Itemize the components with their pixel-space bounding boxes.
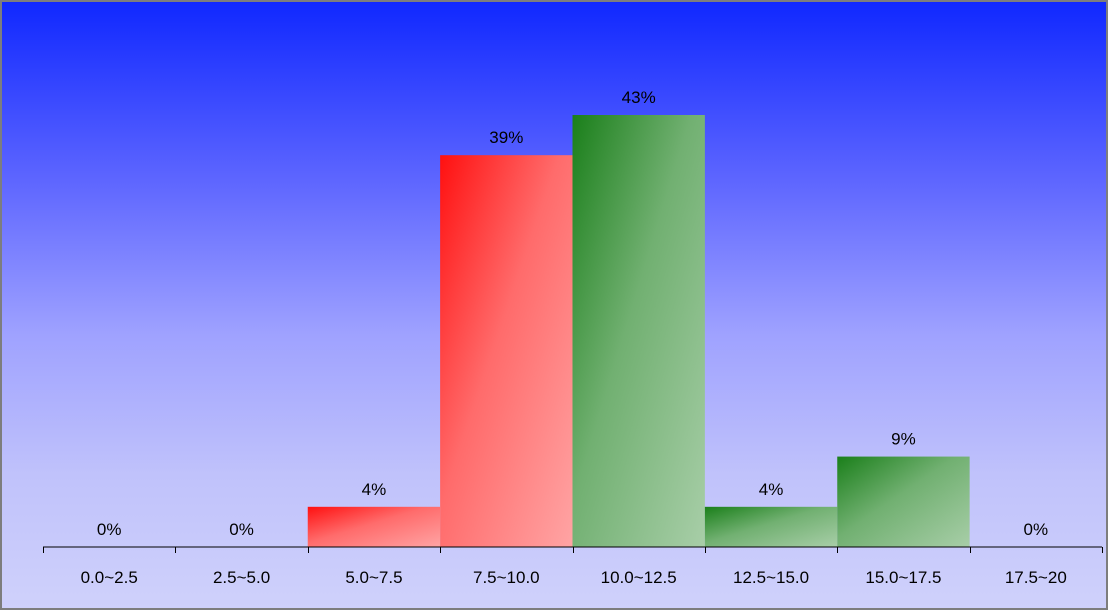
x-tick-label-12.5~15.0: 12.5~15.0 [733, 568, 809, 587]
x-tick-label-2.5~5.0: 2.5~5.0 [213, 568, 270, 587]
data-label-12.5~15.0: 4% [759, 480, 784, 499]
data-label-5.0~7.5: 4% [362, 480, 387, 499]
bar-7.5~10.0 [440, 155, 573, 548]
x-tick-label-17.5~20: 17.5~20 [1005, 568, 1067, 587]
data-labels-layer: 0% 0.0~2.5 0% 2.5~5.0 4% 5.0~7.5 39% 7.5~10.0 43… [81, 88, 1067, 587]
data-label-2.5~5.0: 0% [229, 520, 254, 539]
data-label-10.0~12.5: 43% [622, 88, 656, 107]
x-tick-label-5.0~7.5: 5.0~7.5 [345, 568, 402, 587]
data-label-15.0~17.5: 9% [891, 430, 916, 449]
data-label-7.5~10.0: 39% [489, 128, 523, 147]
data-label-17.5~20: 0% [1024, 520, 1049, 539]
data-label-0.0~2.5: 0% [97, 520, 122, 539]
x-tick-label-0.0~2.5: 0.0~2.5 [81, 568, 138, 587]
bar-15.0~17.5 [837, 456, 970, 547]
bar-5.0~7.5 [307, 506, 441, 547]
bar-10.0~12.5 [572, 115, 705, 547]
x-tick-label-10.0~12.5: 10.0~12.5 [601, 568, 677, 587]
x-tick-label-15.0~17.5: 15.0~17.5 [865, 568, 941, 587]
x-axis [43, 546, 1103, 553]
bars-layer [307, 115, 970, 548]
x-tick-label-7.5~10.0: 7.5~10.0 [473, 568, 540, 587]
bar-12.5~15.0 [704, 506, 838, 547]
